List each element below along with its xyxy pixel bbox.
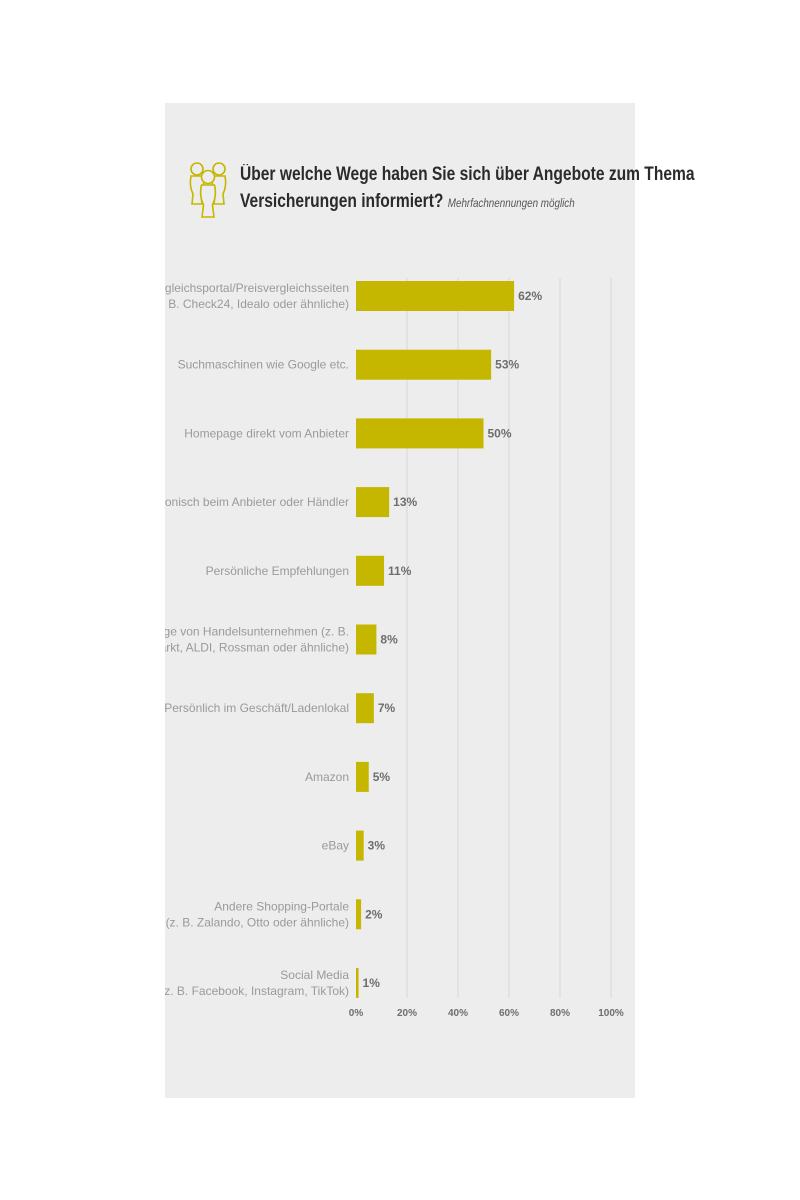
title-line-2: Versicherungen informiert? Mehrfachnennu…	[240, 188, 575, 217]
value-label: 53%	[495, 358, 519, 372]
value-label: 62%	[518, 289, 542, 303]
value-label: 1%	[363, 976, 381, 990]
value-label: 2%	[365, 907, 383, 921]
category-label: (z. B. Check24, Idealo oder ähnliche)	[165, 297, 349, 311]
category-label: Mediamarkt, ALDI, Rossman oder ähnliche)	[165, 641, 349, 655]
category-label: Telefonisch beim Anbieter oder Händler	[165, 495, 349, 509]
chart-card: Über welche Wege haben Sie sich über Ang…	[165, 103, 695, 1098]
value-label: 11%	[388, 564, 412, 578]
value-label: 50%	[488, 426, 512, 440]
category-label: Homepage von Handelsunternehmen (z. B.	[165, 625, 349, 639]
bar	[356, 693, 374, 724]
title-note: Mehrfachnennungen möglich	[447, 196, 575, 210]
category-label: (z. B. Zalando, Otto oder ähnliche)	[166, 915, 349, 929]
category-label: Vergleichsportal/Preisvergleichsseiten	[165, 281, 349, 295]
category-label: Amazon	[305, 770, 349, 784]
title-line-2-text: Versicherungen informiert?	[240, 191, 444, 212]
people-group-icon	[189, 162, 227, 218]
category-label: Persönliche Empfehlungen	[206, 564, 349, 578]
x-tick-label: 100%	[598, 1008, 624, 1019]
category-label: Andere Shopping-Portale	[214, 899, 349, 913]
category-label: Social Media	[280, 968, 349, 982]
value-label: 8%	[380, 633, 398, 647]
category-label: Homepage direkt vom Anbieter	[184, 426, 349, 440]
bar	[356, 487, 390, 518]
bar	[356, 899, 362, 930]
category-label: Persönlich im Geschäft/Ladenlokal	[165, 701, 349, 715]
category-label: Suchmaschinen wie Google etc.	[178, 358, 349, 372]
category-label: (z. B. Facebook, Instagram, TikTok)	[165, 984, 349, 998]
value-label: 5%	[373, 770, 391, 784]
bar	[356, 555, 385, 586]
bar	[356, 968, 359, 998]
bar	[356, 349, 492, 380]
x-tick-label: 20%	[397, 1008, 417, 1019]
x-tick-label: 40%	[448, 1008, 468, 1019]
bar	[356, 418, 484, 449]
value-label: 3%	[368, 839, 386, 853]
bar	[356, 281, 515, 311]
bar-chart: 0% 20% 40% 60% 80% 100% 62% Vergleichsportal/Pr…	[165, 278, 624, 1019]
x-tick-label: 0%	[349, 1008, 364, 1019]
category-label: eBay	[322, 839, 349, 853]
value-label: 13%	[393, 495, 417, 509]
bar	[356, 624, 377, 655]
bar	[356, 830, 364, 861]
bar	[356, 761, 369, 792]
x-tick-label: 80%	[550, 1008, 570, 1019]
x-tick-label: 60%	[499, 1008, 519, 1019]
value-label: 7%	[378, 701, 396, 715]
